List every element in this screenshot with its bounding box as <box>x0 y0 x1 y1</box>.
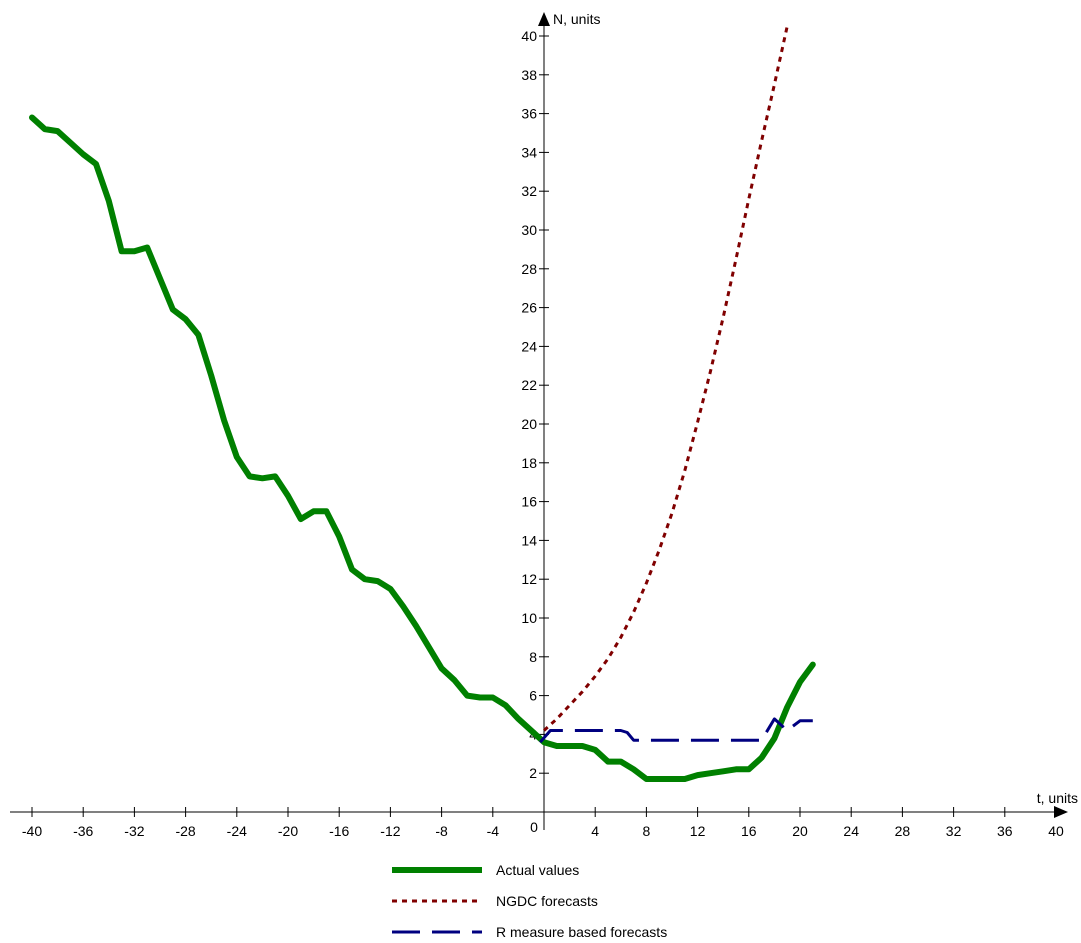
x-tick-label: -40 <box>22 823 42 839</box>
series-line-actual-values <box>29 114 816 782</box>
x-tick-label: 40 <box>1048 823 1064 839</box>
x-tick-label: 4 <box>591 823 599 839</box>
y-tick-label: 16 <box>521 494 537 510</box>
x-tick-label: -20 <box>278 823 298 839</box>
x-tick-label: -32 <box>124 823 144 839</box>
x-tick-label: 16 <box>741 823 757 839</box>
y-tick-label: 32 <box>521 183 537 199</box>
y-tick-label: 14 <box>521 532 537 548</box>
series-line-ngdc-forecasts <box>542 25 789 732</box>
x-tick-label: -28 <box>175 823 195 839</box>
y-tick-label: 10 <box>521 610 537 626</box>
y-tick-label: 12 <box>521 571 537 587</box>
origin-label: 0 <box>530 819 538 835</box>
y-tick-label: 24 <box>521 338 537 354</box>
legend-label: NGDC forecasts <box>496 893 598 909</box>
x-tick-label: 32 <box>946 823 962 839</box>
legend: Actual values NGDC forecasts R measure bas… <box>392 862 667 940</box>
y-tick-label: 30 <box>521 222 537 238</box>
y-tick-label: 26 <box>521 300 537 316</box>
x-tick-label: -36 <box>73 823 93 839</box>
y-tick-label: 18 <box>521 455 537 471</box>
x-tick-label: 20 <box>792 823 808 839</box>
x-tick-label: -12 <box>380 823 400 839</box>
x-tick-label: 28 <box>895 823 911 839</box>
y-tick-label: 22 <box>521 377 537 393</box>
x-tick-label: 8 <box>643 823 651 839</box>
y-axis-label: N, units <box>553 11 600 27</box>
y-tick-label: 40 <box>521 28 537 44</box>
x-tick-label: -24 <box>227 823 247 839</box>
legend-label: Actual values <box>496 862 579 878</box>
x-tick-label: 12 <box>690 823 706 839</box>
axes: -40 -36 -32 -28 -24 -20 -16 -12 -8 -4 4 8 12 16 20 24 28… <box>10 11 1078 839</box>
y-tick-label: 20 <box>521 416 537 432</box>
x-tick-label: -8 <box>435 823 448 839</box>
y-tick-label: 36 <box>521 106 537 122</box>
x-axis-arrow <box>1054 806 1068 818</box>
y-tick-label: 8 <box>529 649 537 665</box>
x-tick-label: -4 <box>487 823 500 839</box>
y-tick-label: 34 <box>521 144 537 160</box>
y-tick-label: 6 <box>529 688 537 704</box>
y-tick-label: 2 <box>529 765 537 781</box>
x-tick-label: 24 <box>843 823 859 839</box>
x-axis-label: t, units <box>1037 790 1078 806</box>
x-tick-label: -16 <box>329 823 349 839</box>
y-axis-arrow <box>538 12 550 26</box>
y-tick-label: 38 <box>521 67 537 83</box>
y-tick-label: 28 <box>521 261 537 277</box>
series-layer <box>29 25 816 782</box>
legend-label: R measure based forecasts <box>496 924 667 940</box>
series-line-r-measure-based-forecasts <box>539 717 813 744</box>
x-tick-label: 36 <box>997 823 1013 839</box>
